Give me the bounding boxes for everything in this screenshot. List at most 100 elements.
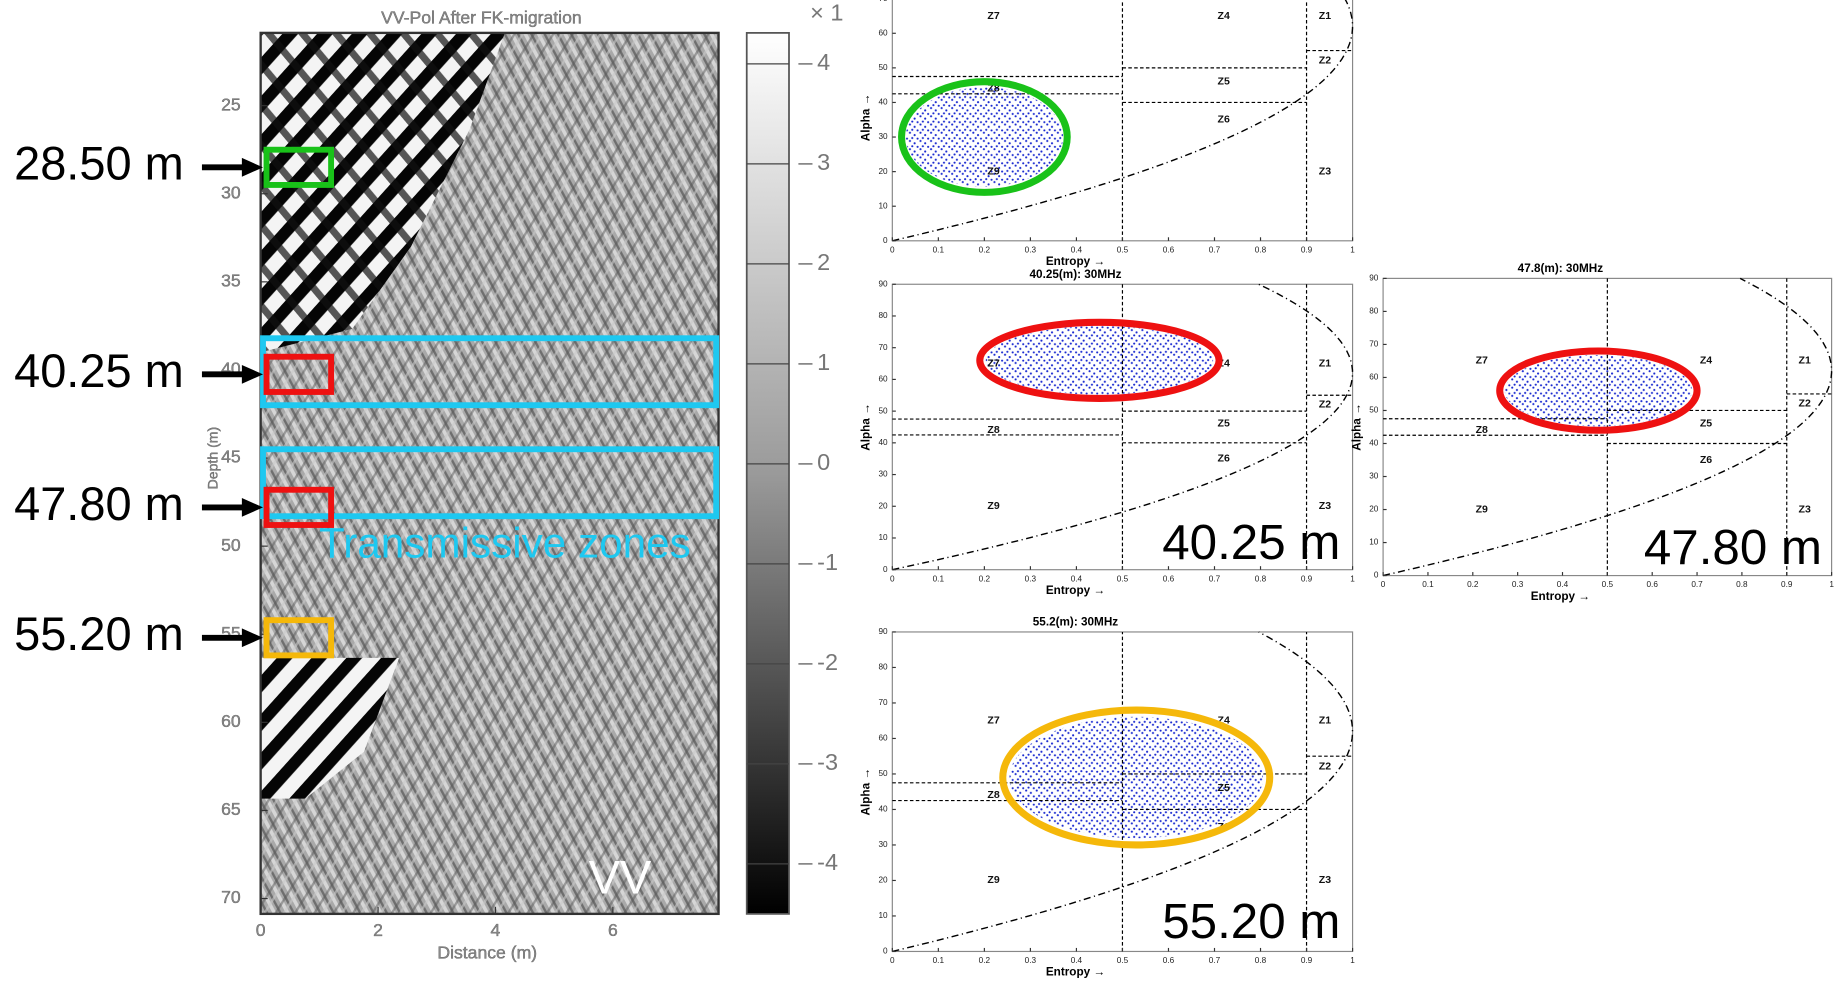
colorbar-tick-label: 2 [817, 249, 830, 275]
zone-label: Z4 [1218, 10, 1230, 22]
x-tick-label: 2 [373, 920, 383, 940]
y-tick-label: 30 [878, 840, 888, 849]
zone-label: Z5 [1218, 418, 1230, 430]
x-tick-label: 0.1 [933, 956, 945, 965]
y-tick-label: 90 [878, 627, 888, 636]
y-tick-label: 90 [1369, 274, 1379, 283]
y-tick-label: 10 [878, 911, 888, 920]
zone-label: Z9 [987, 165, 999, 177]
page: {"chart_data": [ {"type": "image", "titl… [0, 0, 1841, 982]
zone-label: Z2 [1319, 761, 1331, 773]
y-tick-label: 30 [1369, 472, 1379, 481]
y-tick-label: 30 [878, 470, 888, 479]
colorbar [747, 33, 789, 914]
x-tick-label: 0.1 [1422, 580, 1434, 589]
zone-label: Z5 [1218, 782, 1230, 794]
y-tick-label: 30 [878, 132, 888, 141]
colorbar-tick-label: -2 [817, 649, 838, 675]
y-tick-label: 40 [878, 805, 888, 814]
x-tick-label: 0.5 [1117, 574, 1129, 583]
zone-label: Z8 [987, 424, 999, 436]
y-tick-label: 20 [878, 501, 888, 510]
x-tick-label: 0.2 [979, 574, 991, 583]
y-tick-label: 10 [878, 201, 888, 210]
x-tick-label: 0.5 [1117, 245, 1129, 254]
y-tick-label: 80 [878, 311, 888, 320]
zone-label: Z9 [987, 500, 999, 512]
zone-label: Z8 [987, 789, 999, 801]
y-tick-label: 60 [221, 711, 241, 731]
x-tick-label: 0.7 [1209, 245, 1221, 254]
x-tick-label: 1 [1829, 580, 1834, 589]
y-tick-label: 20 [1369, 505, 1379, 514]
y-tick-label: 80 [878, 663, 888, 672]
x-tick-label: 0.2 [979, 956, 991, 965]
x-tick-label: 0 [890, 956, 895, 965]
x-tick-label: 0.3 [1025, 574, 1037, 583]
zone-label: Z1 [1319, 10, 1331, 22]
y-tick-label: 70 [878, 343, 888, 352]
depth-label: 40.25 m [14, 344, 184, 397]
x-tick-label: 1 [1350, 956, 1355, 965]
x-tick-label: 6 [608, 920, 618, 940]
x-tick-label: 0.8 [1255, 956, 1267, 965]
y-tick-label: 0 [883, 565, 888, 574]
x-axis-label: Entropy → [1046, 584, 1105, 597]
colorbar-tick-label: 3 [817, 149, 830, 175]
x-tick-label: 0.4 [1071, 574, 1083, 583]
x-tick-label: 0.1 [933, 574, 945, 583]
y-axis-label: Depth (m) [204, 427, 220, 490]
x-axis-label: Entropy → [1046, 255, 1105, 268]
y-tick-label: 70 [878, 0, 888, 3]
depth-label: 28.50 m [14, 137, 184, 190]
depth-label: 47.80 m [1644, 520, 1822, 575]
zone-label: Z5 [1700, 417, 1712, 429]
x-tick-label: 0.6 [1163, 574, 1175, 583]
x-tick-label: 0.3 [1025, 245, 1037, 254]
y-tick-label: 50 [878, 406, 888, 415]
zone-label: Z2 [1319, 55, 1331, 67]
h-alpha-plot: Z1Z2Z3Z4Z5Z6Z7Z8Z900.10.20.30.40.50.60.7… [860, 268, 1356, 597]
depth-label: 40.25 m [1162, 515, 1340, 570]
zone-label: Transmissive zones [319, 519, 691, 566]
y-tick-label: 70 [878, 698, 888, 707]
zone-label: Z9 [987, 874, 999, 886]
y-tick-label: 45 [221, 447, 241, 467]
zone-label: Z8 [1476, 424, 1488, 436]
x-axis-label: Entropy → [1531, 590, 1590, 603]
zone-label: Z7 [987, 715, 999, 727]
y-tick-label: 50 [878, 63, 888, 72]
polarization-label: VV [589, 850, 652, 903]
x-tick-label: 0.6 [1163, 956, 1175, 965]
x-tick-label: 0.8 [1255, 574, 1267, 583]
colorbar-tick-label: 0 [817, 449, 830, 475]
x-tick-label: 0.9 [1301, 956, 1313, 965]
h-alpha-plot: Z1Z2Z3Z4Z5Z6Z7Z8Z900.10.20.30.40.50.60.7… [1350, 262, 1834, 603]
y-tick-label: 50 [878, 769, 888, 778]
x-axis-label: Entropy → [1046, 966, 1105, 979]
zone-label: Z4 [1700, 355, 1712, 367]
y-tick-label: 10 [1369, 538, 1379, 547]
plot-title: 55.2(m): 30MHz [1033, 616, 1119, 629]
y-tick-label: 60 [878, 375, 888, 384]
x-tick-label: 0.9 [1301, 245, 1313, 254]
x-axis-label: Distance (m) [437, 942, 537, 962]
x-tick-label: 0.3 [1025, 956, 1037, 965]
y-tick-label: 65 [221, 799, 241, 819]
y-axis-label: Alpha → [860, 768, 873, 816]
colorbar-tick-label: -4 [817, 849, 838, 875]
h-alpha-plot: Z1Z2Z3Z4Z5Z6Z7Z8Z900.10.20.30.40.50.60.7… [860, 0, 1356, 268]
point-cloud [1009, 717, 1263, 838]
y-tick-label: 50 [1369, 406, 1379, 415]
zone-label: Z3 [1319, 874, 1331, 886]
y-tick-label: 35 [221, 271, 241, 291]
x-tick-label: 0.3 [1512, 580, 1524, 589]
y-tick-label: 60 [1369, 373, 1379, 382]
y-tick-label: 40 [878, 438, 888, 447]
y-tick-label: 60 [878, 28, 888, 37]
colorbar-tick-label: -3 [817, 749, 838, 775]
depth-label: 47.80 m [14, 477, 184, 530]
y-tick-label: 50 [221, 535, 241, 555]
zone-label: Z7 [1476, 355, 1488, 367]
